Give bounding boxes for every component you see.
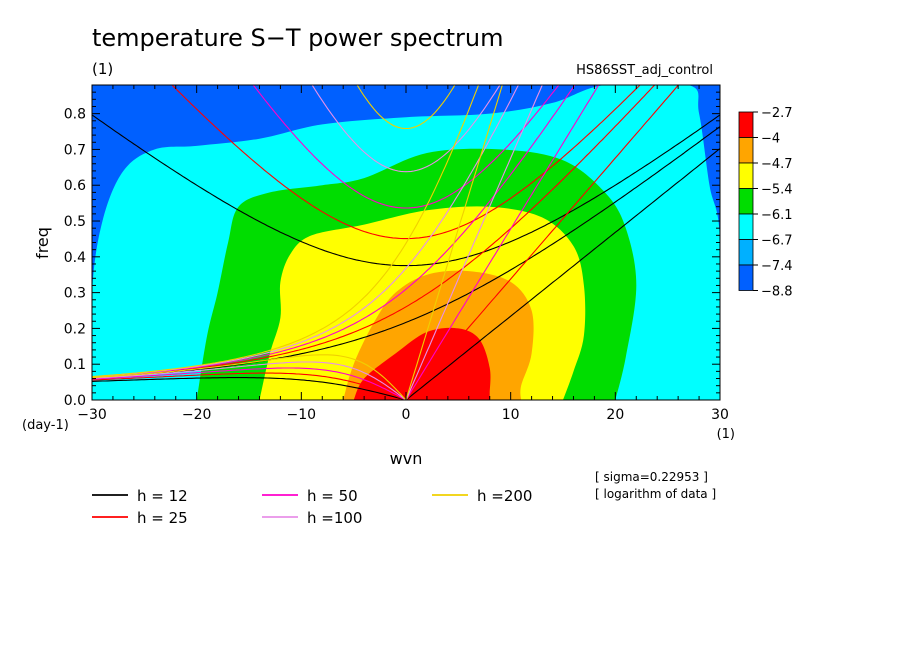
colorbar-swatch	[738, 111, 754, 138]
x-tick-label: 30	[711, 407, 729, 423]
curve-mrg-h100	[92, 85, 520, 378]
curve-ig-n1-h50	[252, 85, 560, 209]
curve-kelvin-h200	[405, 85, 503, 400]
curve-er-n1-h100	[92, 361, 407, 400]
annotation-sigma: [ sigma=0.22953 ]	[595, 470, 708, 484]
colorbar-label: −5.4	[761, 183, 793, 198]
x-tick-label: 10	[502, 407, 520, 423]
colorbar-swatch	[738, 213, 754, 240]
chart-title: temperature S−T power spectrum	[92, 24, 504, 52]
colorbar-label: −4.7	[761, 157, 793, 172]
curve-ig-n1-h100	[311, 85, 501, 173]
y-tick-label: 0.8	[64, 107, 86, 123]
dispersion-curves	[92, 85, 720, 400]
y-tick-label: 0.7	[64, 142, 86, 158]
colorbar-swatch	[738, 188, 754, 215]
legend-label: h = 25	[137, 509, 188, 527]
axes: −30 −20 −10 0 10 20 30 0.0 0.1 0.2 0.3 0.4 0.5 0.6 0.7…	[64, 85, 729, 423]
colorbar-swatch	[738, 264, 754, 291]
curve-ig-n1-h25	[171, 85, 641, 240]
y-tick-label: 0.0	[64, 393, 86, 409]
y-tick-label: 0.6	[64, 178, 86, 194]
y-axis-unit: (day-1)	[22, 418, 69, 433]
x-axis-unit: (1)	[717, 427, 735, 442]
x-tick-label: −10	[287, 407, 317, 423]
colorbar-swatch	[738, 137, 754, 164]
curve-kelvin-h50	[405, 85, 600, 400]
curve-kelvin-h25	[405, 85, 680, 400]
colorbar-label: −6.1	[761, 208, 793, 223]
curve-er-n1-h12	[92, 377, 407, 400]
y-tick-label: 0.3	[64, 286, 86, 302]
colorbar-swatch	[738, 162, 754, 189]
curve-kelvin-h100	[405, 85, 543, 400]
curve-ig-n1-h12	[92, 114, 720, 267]
colorbar-label: −8.8	[761, 285, 793, 300]
legend-label: h = 50	[307, 487, 358, 505]
chart-subtitle-right: HS86SST_adj_control	[576, 63, 713, 78]
legend-label: h =100	[307, 509, 362, 527]
x-tick-label: −30	[77, 407, 107, 423]
curve-er-n1-h50	[92, 367, 407, 400]
curve-mrg-h200	[92, 85, 480, 378]
curve-er-n1-h200	[92, 354, 407, 400]
colorbar-label: −4	[761, 132, 780, 147]
colorbar: −2.7 −4 −4.7 −5.4 −6.1 −6.7 −7.4 −8.8	[738, 106, 793, 300]
y-axis-label: freq	[33, 227, 52, 259]
colorbar-swatch	[738, 239, 754, 266]
curve-mrg-h12	[92, 126, 720, 379]
legend-label: h =200	[477, 487, 532, 505]
curve-mrg-h50	[92, 85, 576, 378]
curve-er-n1-h25	[92, 372, 407, 400]
chart-subtitle-left: (1)	[92, 60, 113, 78]
y-tick-label: 0.2	[64, 321, 86, 337]
x-axis-label: wvn	[390, 449, 423, 468]
annotation-logarithm: [ logarithm of data ]	[595, 487, 716, 501]
curve-ig-n1-h200	[356, 85, 456, 130]
colorbar-label: −7.4	[761, 259, 793, 274]
y-tick-label: 0.4	[64, 250, 86, 266]
colorbar-label: −2.7	[761, 106, 793, 121]
y-tick-label: 0.1	[64, 357, 86, 373]
x-tick-label: 20	[606, 407, 624, 423]
curve-legend: h = 12 h = 25 h = 50 h =100 h =200	[92, 487, 532, 527]
x-tick-label: −20	[182, 407, 212, 423]
curve-mrg-h25	[92, 85, 656, 379]
legend-label: h = 12	[137, 487, 188, 505]
y-tick-label: 0.5	[64, 214, 86, 230]
curve-kelvin-h12	[405, 148, 720, 400]
plot-area	[92, 85, 720, 400]
x-tick-label: 0	[402, 407, 411, 423]
colorbar-label: −6.7	[761, 234, 793, 249]
